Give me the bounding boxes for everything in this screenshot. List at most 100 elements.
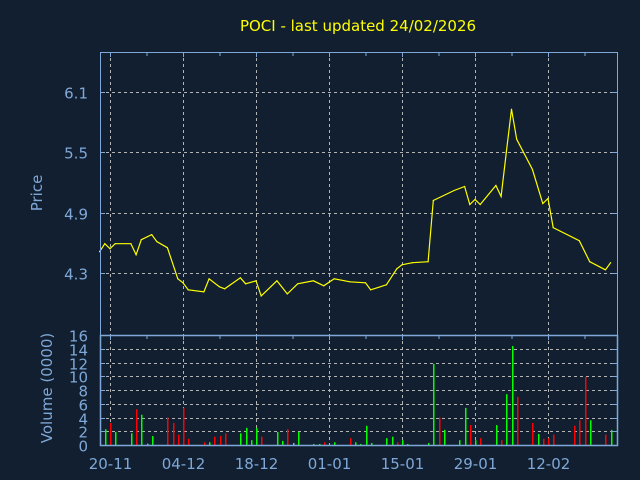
volume-bar	[501, 440, 503, 445]
volume-bar	[512, 346, 514, 445]
price-point	[218, 286, 221, 288]
price-point	[547, 197, 549, 200]
volume-bar	[397, 442, 399, 445]
volume-bar	[392, 436, 394, 445]
date-tick-label: 12-02	[527, 455, 571, 473]
price-point	[609, 262, 612, 264]
volume-bar	[444, 429, 446, 445]
price-point	[208, 278, 210, 280]
volume-bar	[360, 443, 362, 445]
volume-bar	[611, 429, 613, 445]
price-point	[604, 269, 606, 271]
price-point	[589, 261, 591, 263]
price-point	[187, 289, 189, 291]
price-point	[224, 288, 226, 290]
price-point	[151, 234, 153, 236]
price-point	[427, 261, 429, 263]
volume-bar	[178, 434, 180, 445]
volume-axis-label: Volume (0000)	[38, 333, 56, 443]
volume-bar	[214, 436, 216, 445]
price-point	[130, 243, 132, 245]
volume-bars	[105, 346, 613, 445]
price-point	[474, 198, 476, 201]
price-series	[98, 108, 612, 297]
volume-tick-label: 0	[78, 438, 88, 456]
date-tick-label: 15-01	[381, 455, 425, 473]
price-point	[463, 185, 466, 188]
price-point	[276, 280, 278, 282]
volume-bar	[548, 438, 550, 445]
volume-bar	[355, 442, 357, 445]
price-point	[578, 240, 580, 242]
price-point	[385, 284, 387, 286]
volume-tick-label: 14	[69, 342, 88, 360]
volume-bar	[324, 442, 326, 445]
volume-tick-label: 2	[78, 424, 88, 442]
price-tick-label: 5.5	[64, 145, 88, 163]
price-point	[312, 280, 314, 282]
volume-bar	[480, 438, 482, 445]
price-point	[297, 283, 299, 285]
date-tick-label: 04-12	[162, 455, 206, 473]
volume-bar	[517, 396, 519, 445]
price-line	[99, 109, 612, 297]
volume-bar	[173, 423, 175, 445]
volume-bar	[240, 433, 242, 445]
date-tick-label: 18-12	[235, 455, 279, 473]
price-point	[453, 189, 455, 192]
volume-bar	[506, 394, 508, 445]
volume-bar	[402, 440, 404, 445]
price-point	[401, 264, 403, 266]
volume-bar	[152, 436, 154, 445]
price-point	[411, 262, 414, 264]
volume-bar	[251, 440, 253, 445]
volume-bar	[350, 438, 352, 445]
price-point	[114, 243, 116, 245]
price-point	[396, 268, 398, 270]
volume-bar	[433, 363, 435, 445]
volume-bar	[532, 423, 534, 445]
price-tick-label: 6.1	[64, 85, 88, 103]
volume-bar	[459, 440, 461, 445]
volume-bar	[605, 434, 607, 445]
price-point	[140, 239, 142, 241]
volume-bar	[319, 443, 321, 445]
price-point	[182, 282, 184, 284]
volume-bar	[277, 431, 279, 445]
price-point	[98, 251, 101, 253]
volume-tick-label: 6	[78, 397, 88, 415]
volume-bar	[147, 443, 149, 445]
volume-bar	[246, 427, 248, 445]
price-grid	[100, 52, 617, 335]
volume-bar	[136, 409, 138, 445]
price-point	[370, 289, 372, 291]
volume-tick-label: 10	[69, 369, 88, 387]
price-point	[349, 281, 351, 283]
volume-bar	[590, 420, 592, 445]
volume-bar	[465, 407, 467, 445]
volume-bar	[386, 438, 388, 445]
price-point	[255, 280, 257, 282]
price-point	[260, 295, 262, 297]
volume-bar	[141, 414, 143, 445]
price-point	[135, 254, 137, 256]
price-point	[239, 277, 241, 279]
volume-frame	[99, 334, 619, 447]
volume-bar	[105, 429, 107, 445]
volume-bar	[371, 442, 373, 445]
volume-bar	[585, 376, 587, 445]
volume-tick-label: 8	[78, 383, 88, 401]
volume-bar	[313, 443, 315, 445]
price-point	[323, 285, 325, 287]
price-point	[542, 202, 544, 205]
price-tick-label: 4.3	[64, 266, 88, 284]
volume-bar	[287, 429, 289, 445]
price-point	[516, 138, 518, 140]
volume-bar	[282, 440, 284, 445]
volume-bar	[428, 442, 430, 445]
volume-tick-label: 12	[69, 356, 88, 374]
volume-bar	[188, 438, 190, 445]
volume-bar	[439, 417, 441, 445]
price-point	[156, 241, 158, 243]
